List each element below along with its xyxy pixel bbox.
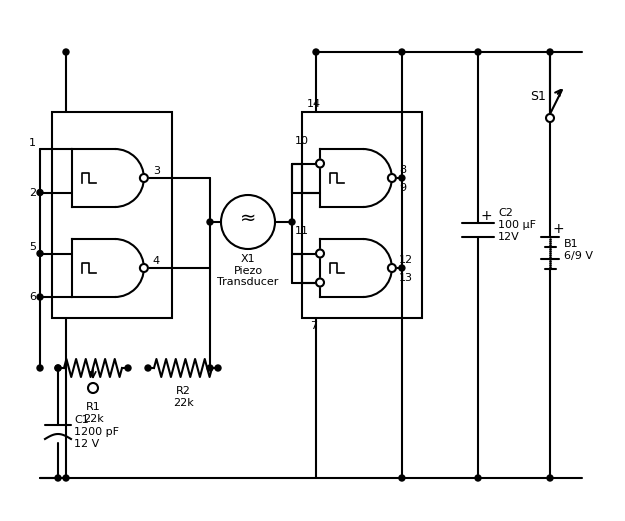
Text: 8: 8 <box>399 165 406 175</box>
Text: 10: 10 <box>295 136 309 146</box>
Text: 6: 6 <box>29 292 36 302</box>
Circle shape <box>88 383 98 393</box>
Text: 11: 11 <box>295 226 309 236</box>
Text: 7: 7 <box>311 321 318 331</box>
Circle shape <box>475 49 481 55</box>
Text: 12: 12 <box>399 255 413 265</box>
Text: 4: 4 <box>153 256 160 266</box>
Text: ≈: ≈ <box>240 208 256 228</box>
Circle shape <box>145 365 151 371</box>
Text: 2: 2 <box>29 188 36 197</box>
Text: 9: 9 <box>399 183 406 193</box>
Circle shape <box>215 365 221 371</box>
Text: +: + <box>481 209 492 223</box>
Text: 5: 5 <box>29 242 36 253</box>
Text: 13: 13 <box>399 273 413 283</box>
Circle shape <box>399 49 405 55</box>
Circle shape <box>125 365 131 371</box>
Circle shape <box>546 114 554 122</box>
Circle shape <box>316 250 324 257</box>
Circle shape <box>399 175 405 181</box>
Circle shape <box>547 49 553 55</box>
Text: C2
100 μF
12V: C2 100 μF 12V <box>498 208 536 242</box>
Text: S1: S1 <box>530 90 546 103</box>
Circle shape <box>37 190 43 195</box>
Text: +: + <box>553 222 564 236</box>
Text: 1: 1 <box>29 138 36 148</box>
Text: R2
22k: R2 22k <box>173 386 193 407</box>
Circle shape <box>37 251 43 256</box>
Circle shape <box>55 475 61 481</box>
Circle shape <box>55 365 61 371</box>
Circle shape <box>207 219 213 225</box>
Text: X1
Piezo
Transducer: X1 Piezo Transducer <box>217 254 279 287</box>
Text: B1
6/9 V: B1 6/9 V <box>564 239 593 261</box>
Circle shape <box>388 174 396 182</box>
Bar <box>302 112 422 318</box>
Circle shape <box>475 475 481 481</box>
Text: R1
22k: R1 22k <box>82 402 103 424</box>
Circle shape <box>399 475 405 481</box>
Circle shape <box>313 49 319 55</box>
Circle shape <box>55 365 61 371</box>
Circle shape <box>316 159 324 167</box>
Circle shape <box>399 265 405 271</box>
Circle shape <box>63 475 69 481</box>
Text: 14: 14 <box>307 99 321 109</box>
Circle shape <box>289 219 295 225</box>
Circle shape <box>316 279 324 287</box>
Text: C1
1200 pF
12 V: C1 1200 pF 12 V <box>74 415 119 449</box>
Bar <box>52 112 172 318</box>
Circle shape <box>37 365 43 371</box>
Circle shape <box>547 475 553 481</box>
Circle shape <box>140 174 148 182</box>
Circle shape <box>37 294 43 300</box>
Circle shape <box>388 264 396 272</box>
Circle shape <box>140 264 148 272</box>
Circle shape <box>63 49 69 55</box>
Circle shape <box>207 365 213 371</box>
Text: 3: 3 <box>153 166 160 176</box>
